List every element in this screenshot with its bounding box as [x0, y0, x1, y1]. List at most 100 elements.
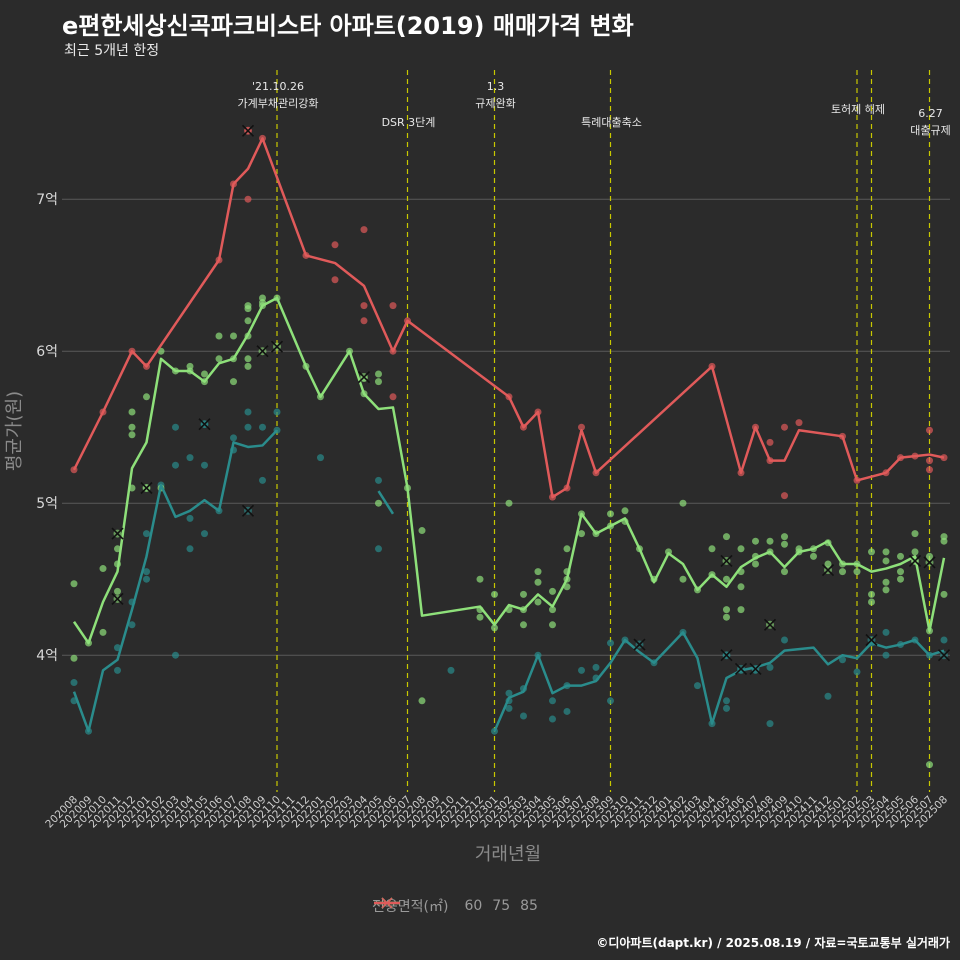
data-point-60	[549, 697, 556, 705]
series-line-60	[493, 631, 945, 732]
data-point-75	[868, 548, 875, 556]
data-point-75	[621, 507, 629, 515]
data-point-75	[476, 575, 484, 583]
data-point-75	[940, 537, 948, 545]
data-point-75	[723, 575, 730, 583]
data-point-60	[505, 689, 513, 697]
data-point-75	[882, 586, 890, 594]
series-line-60	[72, 429, 278, 733]
data-point-60	[186, 545, 194, 553]
data-point-75	[839, 568, 846, 576]
data-point-60	[839, 656, 846, 664]
data-point-60	[114, 666, 121, 674]
cross-stroke	[749, 662, 762, 675]
data-point-60	[694, 682, 701, 690]
data-point-60	[259, 423, 266, 431]
data-point-75	[752, 537, 759, 545]
data-point-75	[723, 606, 730, 614]
legend-label-85: 85	[520, 898, 538, 914]
cross-stroke	[256, 345, 269, 358]
data-point-75	[882, 578, 890, 586]
y-tick-label: 5억	[36, 496, 58, 512]
event-label: 6.27 대출규제	[910, 107, 950, 137]
cross-marker-75	[923, 556, 936, 569]
data-point-60	[244, 423, 252, 431]
data-point-60	[940, 636, 948, 644]
data-point-60	[578, 666, 585, 674]
data-point-60	[781, 636, 788, 644]
event-label: 특례대출축소	[581, 116, 642, 129]
data-point-75	[128, 431, 136, 439]
data-point-60	[172, 651, 179, 659]
data-point-85	[926, 457, 933, 465]
data-point-60	[549, 715, 556, 723]
data-point-75	[853, 568, 861, 576]
data-point-60	[563, 707, 571, 715]
cross-marker-75	[821, 564, 835, 577]
data-point-60	[882, 628, 890, 636]
data-point-75	[723, 613, 730, 621]
cross-marker-75	[111, 527, 124, 540]
data-point-60	[172, 423, 179, 431]
y-axis-title: 평균가(원)	[4, 391, 25, 471]
cross-stroke	[937, 649, 951, 662]
data-point-75	[563, 545, 571, 553]
data-point-75	[375, 370, 382, 378]
data-point-75	[737, 606, 745, 614]
data-point-75	[810, 552, 817, 560]
data-point-60	[824, 692, 832, 700]
data-point-75	[128, 423, 136, 431]
data-point-60	[723, 704, 730, 712]
data-point-60	[375, 545, 382, 553]
data-point-75	[534, 598, 542, 606]
legend-item-60[interactable]: 60	[374, 897, 482, 914]
cross-stroke	[241, 504, 255, 517]
cross-stroke	[357, 370, 371, 384]
data-point-85	[781, 492, 788, 500]
cross-marker-60	[720, 649, 733, 662]
cross-marker-60	[734, 662, 748, 675]
chart-subtitle: 최근 5개년 한정	[64, 43, 160, 59]
data-point-60	[882, 651, 890, 659]
legend-swatch-85	[374, 897, 400, 909]
data-point-75	[737, 545, 745, 553]
cross-marker-75	[720, 554, 733, 568]
data-point-60	[143, 568, 150, 576]
legend-item-75[interactable]: 75	[374, 897, 510, 914]
data-point-60	[447, 666, 455, 674]
y-tick-label: 4억	[36, 648, 58, 664]
data-point-75	[708, 545, 716, 553]
series-line-85	[72, 137, 945, 499]
data-point-75	[244, 305, 252, 313]
cross-stroke	[111, 592, 124, 606]
cross-stroke	[241, 124, 255, 137]
cross-stroke	[270, 340, 284, 353]
cross-marker-85	[241, 124, 255, 137]
cross-marker-60	[749, 662, 762, 675]
cross-stroke	[111, 527, 124, 540]
data-point-60	[853, 668, 861, 676]
cross-stroke	[720, 554, 733, 568]
y-tick-label: 6억	[36, 344, 58, 360]
data-point-60	[592, 663, 600, 671]
series-line-75	[72, 296, 946, 645]
data-point-60	[201, 461, 208, 469]
data-point-60	[505, 704, 513, 712]
cross-stroke	[140, 481, 153, 495]
data-point-75	[926, 761, 933, 769]
y-tick-label: 7억	[36, 192, 58, 208]
cross-stroke	[763, 618, 777, 631]
data-point-75	[549, 606, 556, 614]
data-point-75	[244, 355, 252, 363]
data-point-75	[114, 587, 121, 595]
data-point-85	[926, 426, 933, 434]
data-point-75	[201, 370, 208, 378]
data-point-60	[723, 697, 730, 705]
data-point-75	[897, 575, 904, 583]
event-label: DSR 3단계	[382, 116, 436, 129]
event-label: '21.10.26 가계부채관리강화	[238, 80, 319, 110]
data-point-85	[360, 226, 368, 234]
legend-item-85[interactable]: 85	[374, 897, 538, 914]
data-point-85	[244, 195, 252, 203]
data-point-60	[143, 575, 150, 583]
